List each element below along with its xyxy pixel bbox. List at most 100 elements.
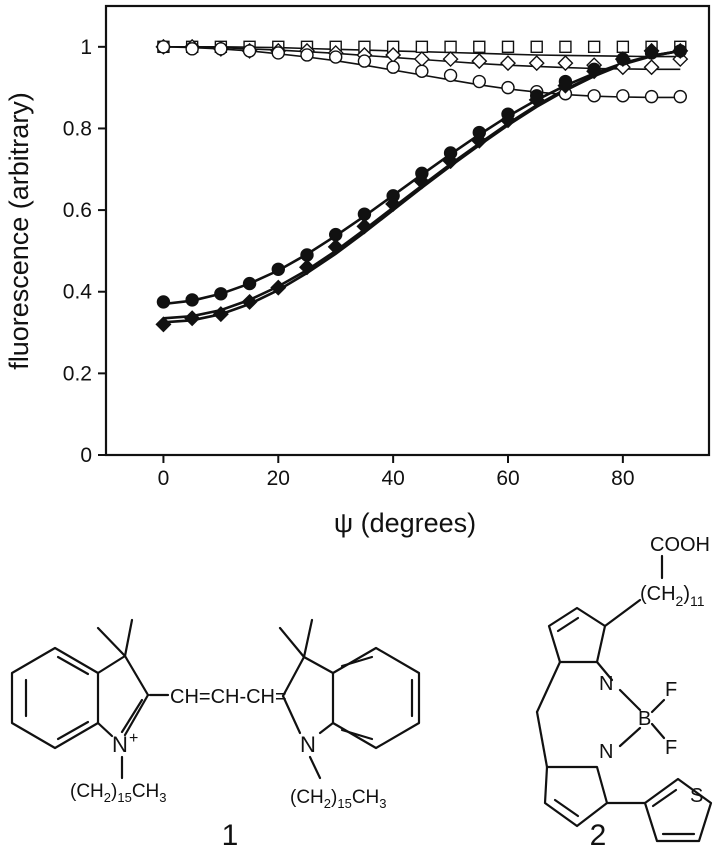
data-point-filled-diamond <box>299 259 315 276</box>
data-point-filled-diamond <box>557 77 574 94</box>
data-point-filled-circle <box>156 295 171 309</box>
y-tick-label: 0.2 <box>63 362 92 385</box>
n-bottom-atom: N <box>599 741 613 763</box>
data-point-filled-diamond <box>586 63 603 80</box>
data-point-open-diamond <box>500 55 516 72</box>
fluorine-bottom: F <box>665 737 677 759</box>
data-point-open-circle <box>214 42 228 56</box>
data-point-open-circle <box>415 64 429 79</box>
data-point-open-circle <box>242 44 257 58</box>
data-markers <box>155 38 689 333</box>
data-point-filled-diamond <box>643 42 660 59</box>
data-point-open-square <box>444 40 457 54</box>
data-point-filled-diamond <box>385 195 402 212</box>
data-point-open-diamond <box>557 55 574 72</box>
data-point-open-circle <box>673 89 687 104</box>
data-point-open-circle <box>357 54 372 68</box>
chart: 0 20 40 60 80 0 0.2 0.4 0.6 0.8 1 ψ (degrees) fluo… <box>4 4 711 538</box>
data-point-filled-diamond <box>155 316 172 333</box>
compound-2-structure: COOH (CH2)11 N B F F N <box>535 534 713 852</box>
left-benzene-ring <box>10 646 100 750</box>
methylene-chain-label: (CH2)11 <box>640 583 705 609</box>
top-pyrrole-ring <box>547 598 642 682</box>
data-point-open-circle <box>329 50 343 64</box>
data-point-open-circle <box>300 48 314 62</box>
carboxylic-acid-label: COOH <box>650 534 710 556</box>
x-axis-title: ψ (degrees) <box>334 508 476 538</box>
plus-charge: + <box>129 730 138 747</box>
left-alkyl-chain: (CH2)15CH3 <box>70 781 167 805</box>
data-point-open-circle <box>185 42 199 56</box>
data-point-open-square <box>559 40 572 54</box>
data-point-filled-diamond <box>241 293 258 310</box>
data-point-filled-diamond <box>672 42 689 59</box>
n-plus-atom: N <box>112 732 128 757</box>
data-point-filled-circle <box>357 207 372 221</box>
data-point-open-square <box>587 40 601 54</box>
series-open-circle <box>156 40 687 104</box>
data-point-open-diamond <box>442 51 459 68</box>
data-point-open-circle <box>616 89 630 103</box>
data-point-open-circle <box>472 74 486 89</box>
data-point-filled-circle <box>271 262 285 276</box>
compound-2-number: 2 <box>590 819 607 852</box>
x-tick-label: 40 <box>381 467 404 490</box>
data-point-open-diamond <box>643 59 660 76</box>
data-point-filled-diamond <box>528 91 545 108</box>
right-indole-five-ring <box>278 618 335 735</box>
plot-frame <box>104 4 711 457</box>
x-tick-label: 80 <box>611 467 634 490</box>
y-tick-label: 0.8 <box>63 117 92 140</box>
data-point-open-circle <box>644 89 659 104</box>
n-top-atom: N <box>599 673 613 695</box>
data-point-open-circle <box>501 80 515 95</box>
x-tick-label: 20 <box>267 467 290 490</box>
data-point-filled-circle <box>329 227 343 242</box>
data-point-filled-diamond <box>184 310 201 327</box>
data-point-filled-diamond <box>212 306 229 323</box>
bottom-pyrrole-ring <box>543 765 647 828</box>
data-point-filled-diamond <box>413 173 430 190</box>
data-point-open-square <box>616 40 630 54</box>
left-indole-five-ring <box>96 618 150 738</box>
data-point-open-circle <box>156 40 171 54</box>
data-point-open-square <box>530 40 543 54</box>
y-tick-label: 0 <box>80 444 92 467</box>
y-axis-title: fluorescence (arbitrary) <box>4 92 34 370</box>
y-tick-label: 0.4 <box>63 281 93 304</box>
data-point-open-circle <box>386 60 400 74</box>
compound-1-number: 1 <box>222 819 239 852</box>
y-tick-label: 0.6 <box>63 199 92 222</box>
data-point-filled-diamond <box>500 112 516 129</box>
sulfur-atom: S <box>690 785 703 807</box>
data-point-open-square <box>501 40 515 54</box>
right-benzene-ring <box>331 646 421 750</box>
axis-ticks: 0 20 40 60 80 0 0.2 0.4 0.6 0.8 1 <box>63 36 635 490</box>
boron-atom: B <box>638 708 651 730</box>
thiophene-ring <box>643 777 713 843</box>
data-point-open-diamond <box>413 51 430 68</box>
data-point-filled-circle <box>214 287 228 301</box>
data-point-filled-diamond <box>614 51 631 68</box>
data-point-filled-diamond <box>471 132 488 149</box>
y-tick-label: 1 <box>80 36 92 59</box>
data-point-filled-circle <box>242 276 257 291</box>
data-point-filled-circle <box>300 248 314 262</box>
right-alkyl-chain: (CH2)15CH3 <box>290 787 387 811</box>
data-point-filled-diamond <box>442 153 459 170</box>
data-point-open-circle <box>271 46 285 60</box>
fluorine-top: F <box>665 679 677 701</box>
compound-1-structure: N + (CH2)15CH3 CH=CH-CH= N (CH2)15CH3 <box>10 618 421 852</box>
data-point-filled-circle <box>185 293 199 307</box>
data-point-filled-diamond <box>270 279 287 296</box>
series-filled-diamond <box>155 42 689 333</box>
data-point-open-square <box>473 40 486 54</box>
x-tick-label: 60 <box>496 467 519 490</box>
data-point-filled-diamond <box>327 238 344 255</box>
data-point-open-circle <box>587 89 601 103</box>
data-point-open-diamond <box>471 53 488 70</box>
data-point-open-circle <box>443 68 458 83</box>
data-point-filled-diamond <box>356 218 373 235</box>
n-right-atom: N <box>300 732 316 757</box>
